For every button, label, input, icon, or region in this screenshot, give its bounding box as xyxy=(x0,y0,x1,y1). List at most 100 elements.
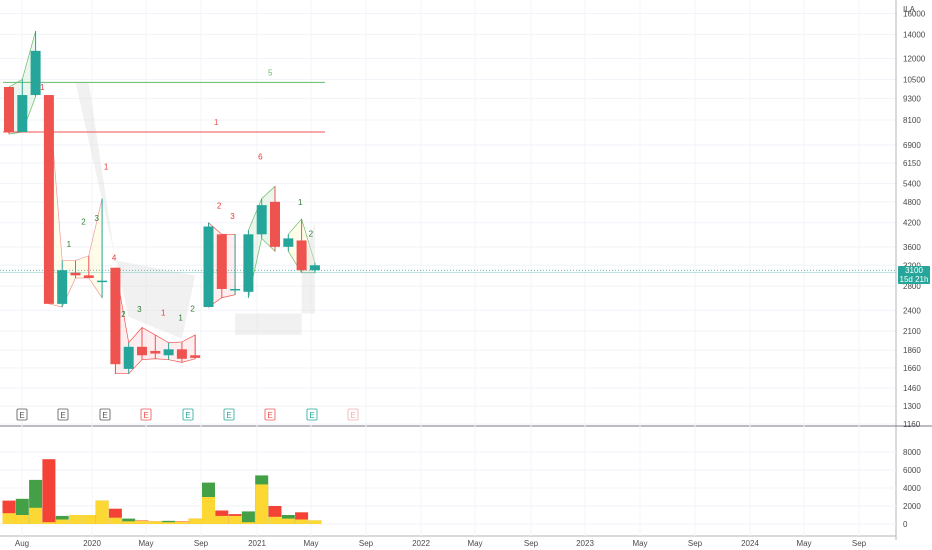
volume-tick-label: 8000 xyxy=(903,448,921,457)
volume-tick-label: 4000 xyxy=(903,484,921,493)
earnings-marker-box xyxy=(140,408,152,421)
earnings-marker-box xyxy=(57,408,69,421)
volume-bar-base xyxy=(69,515,82,524)
earnings-marker: E xyxy=(16,408,28,421)
earnings-marker: E xyxy=(306,408,318,421)
volume-bar-base xyxy=(42,522,56,524)
sequence-digit: 1 xyxy=(178,313,183,322)
earnings-marker: E xyxy=(347,408,359,421)
time-tick-label: 2024 xyxy=(741,539,759,548)
candle-body xyxy=(17,95,28,133)
earnings-marker: E xyxy=(182,408,194,421)
sequence-digit: 3 xyxy=(230,212,235,221)
candle-body xyxy=(296,240,307,271)
volume-bar-base xyxy=(202,497,215,524)
candle-body xyxy=(230,288,241,291)
time-tick-label: May xyxy=(138,539,153,548)
price-tick-label: 1860 xyxy=(903,346,921,355)
time-tick-label: May xyxy=(303,539,318,548)
price-tick-label: 3200 xyxy=(903,261,921,270)
volume-bar-base xyxy=(295,519,309,524)
candle-body xyxy=(243,234,254,292)
candle-body xyxy=(256,205,267,235)
volume-bar xyxy=(241,511,255,524)
volume-bar-base xyxy=(95,500,109,524)
sequence-digit: 1 xyxy=(298,198,303,207)
candle-body xyxy=(309,265,320,271)
grey-cloud xyxy=(235,222,315,335)
volume-bar-base xyxy=(281,518,295,524)
volume-bar-base xyxy=(268,516,282,524)
volume-axis: 8000 6000 4000 2000 0 xyxy=(903,448,921,529)
volume-bar-base xyxy=(2,513,16,524)
sequence-digit: 2 xyxy=(309,229,314,238)
candle-body xyxy=(203,226,214,308)
time-tick-label: May xyxy=(632,539,647,548)
price-tick-label: 4200 xyxy=(903,219,921,228)
price-tick-label: 1160 xyxy=(903,420,921,429)
candles xyxy=(4,31,320,374)
earnings-marker-box xyxy=(182,408,194,421)
sequence-digit: 2 xyxy=(217,201,222,210)
price-tick-label: 2100 xyxy=(903,327,921,336)
earnings-marker-box xyxy=(264,408,276,421)
sequence-digit: 2 xyxy=(81,218,86,227)
price-tick-label: 6900 xyxy=(903,141,921,150)
candle-body xyxy=(270,201,280,247)
price-tick-label: 8100 xyxy=(903,116,921,125)
candle-body xyxy=(190,355,201,358)
sequence-digit: 3 xyxy=(137,305,142,314)
earnings-marker-box xyxy=(306,408,318,421)
candle-body xyxy=(57,270,68,304)
time-tick-label: May xyxy=(796,539,811,548)
volume-bar-base xyxy=(175,521,189,524)
time-tick-label: Sep xyxy=(524,539,539,548)
volume-bar-base xyxy=(188,518,202,524)
price-tick-label: 9300 xyxy=(903,94,921,103)
candle-body xyxy=(43,95,54,304)
volume-bar-base xyxy=(82,515,96,524)
price-axis: 16000 14000 12000 10500 9300 8100 6900 6150 5400… xyxy=(903,9,926,429)
earnings-marker: E xyxy=(57,408,69,421)
price-tick-label: 3600 xyxy=(903,243,921,252)
sequence-digit: 2 xyxy=(190,305,195,314)
candle-body xyxy=(150,350,161,354)
volume-tick-label: 2000 xyxy=(903,502,921,511)
earnings-marker-label: E xyxy=(102,411,107,420)
sequence-digit: 1 xyxy=(67,240,72,249)
candle-body xyxy=(137,346,147,356)
level-lines: 51 xyxy=(0,68,896,273)
time-tick-label: 2020 xyxy=(83,539,101,548)
candle-body xyxy=(216,234,227,289)
earnings-marker-label: E xyxy=(19,411,24,420)
level-label: 1 xyxy=(214,118,219,127)
earnings-marker-box xyxy=(223,408,235,421)
candle-body xyxy=(4,87,14,133)
sequence-digit: 1 xyxy=(104,163,109,172)
current-price-value: 3100 xyxy=(905,266,923,275)
currency-label: ILA xyxy=(903,5,916,14)
volume-bar-base xyxy=(15,515,29,524)
candle-body xyxy=(97,280,108,283)
volume-pane xyxy=(2,459,322,524)
volume-bar xyxy=(295,512,309,524)
earnings-marker: E xyxy=(223,408,235,421)
time-tick-label: Sep xyxy=(359,539,374,548)
earnings-marker-label: E xyxy=(60,411,65,420)
earnings-marker-box xyxy=(16,408,28,421)
price-tick-label: 14000 xyxy=(903,30,926,39)
sequence-digit: 4 xyxy=(112,253,117,262)
volume-bar-base xyxy=(108,517,122,524)
level-label: 5 xyxy=(268,68,273,77)
time-tick-label: 2021 xyxy=(248,539,266,548)
volume-bar-base xyxy=(308,520,322,524)
price-tick-label: 10500 xyxy=(903,75,926,84)
earnings-marker-label: E xyxy=(143,411,148,420)
grey-cloud xyxy=(75,82,196,339)
candle-body xyxy=(123,346,134,369)
volume-bar-base xyxy=(135,520,149,524)
candle-body xyxy=(283,238,294,247)
